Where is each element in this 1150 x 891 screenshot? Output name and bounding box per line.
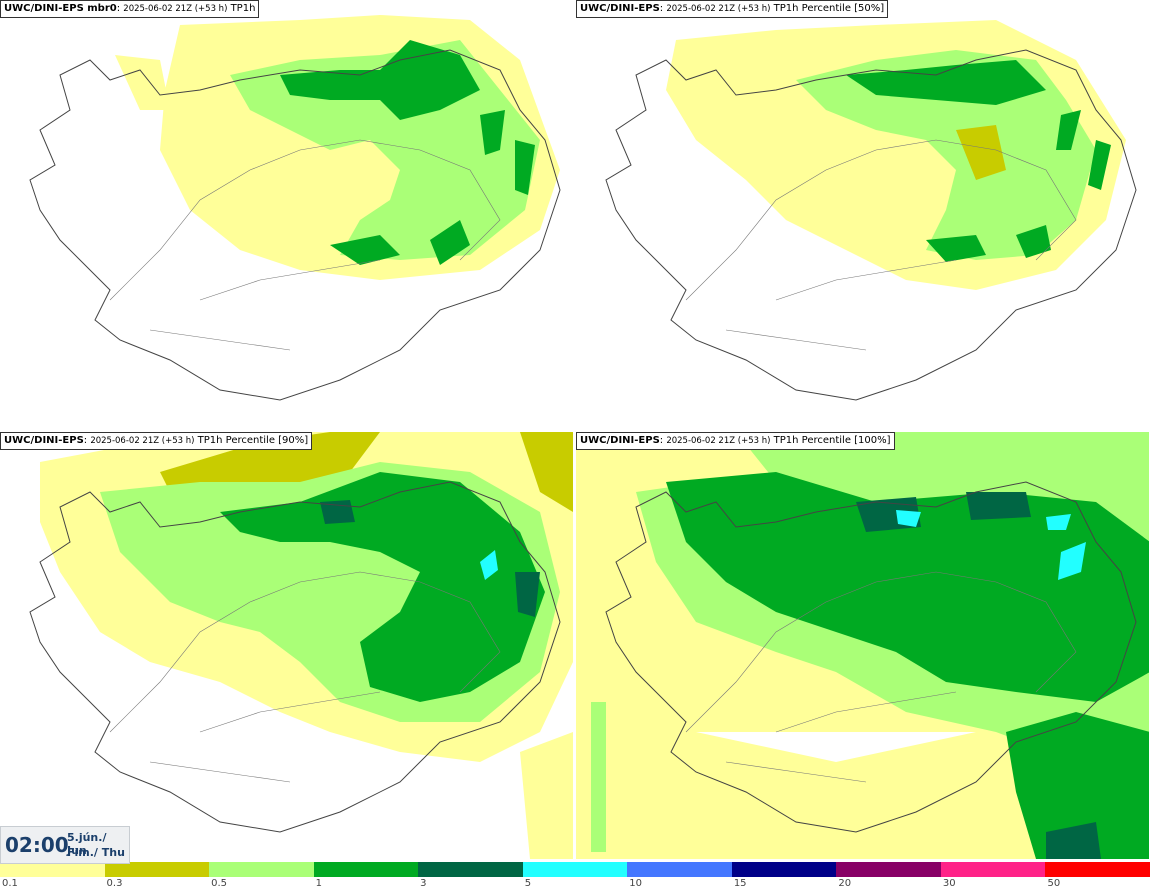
valid-weekday: Fim./ Thu <box>67 846 125 859</box>
road-network <box>685 139 1077 351</box>
legend-swatch <box>836 862 942 877</box>
map-panel-p100: UWC/DINI-EPS: 2025-06-02 21Z (+53 h) TP1… <box>576 432 1149 859</box>
precip-light-area-south <box>520 732 573 859</box>
precip-moderate-area <box>796 50 1096 260</box>
precip-map-p90 <box>29 432 573 859</box>
variable-name: TP1h Percentile [100%] <box>773 435 891 446</box>
run-info: 2025-06-02 21Z (+53 h) <box>123 4 228 14</box>
run-info: 2025-06-02 21Z (+53 h) <box>666 4 771 14</box>
precip-very-heavy-area <box>856 492 1101 859</box>
legend-tick-label: 30 <box>942 878 956 889</box>
legend-tick-label: 50 <box>1047 878 1061 889</box>
variable-name: TP1h Percentile [90%] <box>197 435 309 446</box>
model-name: UWC/DINI-EPS mbr0 <box>4 3 117 14</box>
map-panel-p50: UWC/DINI-EPS: 2025-06-02 21Z (+53 h) TP1… <box>576 0 1149 427</box>
variable-name: TP1h Percentile [50%] <box>773 3 885 14</box>
legend-swatch <box>522 862 629 877</box>
precip-heavy-area-east <box>480 110 535 195</box>
legend-swatch <box>418 862 524 877</box>
precip-map-p100 <box>576 432 1149 859</box>
legend-swatch <box>313 862 420 877</box>
map-panel-mbr0: UWC/DINI-EPS mbr0: 2025-06-02 21Z (+53 h… <box>0 0 573 427</box>
legend-tick-label: 0.5 <box>211 878 227 889</box>
model-name: UWC/DINI-EPS <box>4 435 84 446</box>
precip-heavy-area <box>666 472 1149 702</box>
iceland-coastline <box>605 481 1137 833</box>
legend-swatch <box>104 862 211 877</box>
run-info: 2025-06-02 21Z (+53 h) <box>90 436 195 446</box>
legend-tick-label: 3 <box>420 878 427 889</box>
legend-tick-label: 5 <box>524 878 532 889</box>
iceland-coastline <box>605 49 1137 401</box>
iceland-coastline <box>29 481 561 833</box>
legend-swatch <box>731 862 838 877</box>
run-info: 2025-06-02 21Z (+53 h) <box>666 436 771 446</box>
precip-heavy-area-east <box>1056 110 1111 190</box>
map-panel-p90: UWC/DINI-EPS: 2025-06-02 21Z (+53 h) TP1… <box>0 432 573 859</box>
model-name: UWC/DINI-EPS <box>580 3 660 14</box>
precip-heavy-area-south <box>926 225 1051 262</box>
legend-swatch <box>0 862 106 877</box>
road-network <box>685 571 1077 783</box>
precip-heavy-area <box>220 472 545 702</box>
precip-extreme-area <box>896 510 1086 580</box>
legend-swatch <box>940 862 1047 877</box>
legend-tick-label: 1 <box>315 878 322 889</box>
iceland-coastline <box>29 49 561 401</box>
precip-heavy-area-southeast <box>1006 712 1149 859</box>
legend-tick-label: 15 <box>733 878 747 889</box>
road-network <box>109 139 501 351</box>
precip-olive-area <box>956 125 1006 180</box>
model-name: UWC/DINI-EPS <box>580 435 660 446</box>
precip-heavy-area-south <box>330 220 470 265</box>
panel-title: UWC/DINI-EPS: 2025-06-02 21Z (+53 h) TP1… <box>576 432 895 450</box>
panel-title: UWC/DINI-EPS mbr0: 2025-06-02 21Z (+53 h… <box>0 0 260 18</box>
panel-title: UWC/DINI-EPS: 2025-06-02 21Z (+53 h) TP1… <box>0 432 313 450</box>
precip-extreme-area <box>480 550 498 580</box>
precip-very-heavy-area <box>320 500 540 617</box>
legend-swatch <box>209 862 315 877</box>
legend-tick-label: 0.1 <box>2 878 18 889</box>
precip-map-p50 <box>605 20 1137 401</box>
horizontal-divider <box>0 427 1150 432</box>
panel-title: UWC/DINI-EPS: 2025-06-02 21Z (+53 h) TP1… <box>576 0 889 18</box>
precip-light-area-west <box>115 55 170 110</box>
precip-strip-west <box>591 702 606 852</box>
road-network <box>109 571 501 783</box>
legend-swatch <box>627 862 733 877</box>
legend-tick-label: 0.3 <box>106 878 123 889</box>
legend-tick-label: 20 <box>838 878 852 889</box>
precip-heavy-area <box>280 40 480 120</box>
color-scale-legend: 0.1 0.3 0.5 1 3 5 10 15 20 30 50 <box>0 862 1150 891</box>
legend-swatch <box>1045 862 1150 877</box>
valid-time-clock: 02:00 <box>5 833 69 857</box>
legend-tick-label: 10 <box>629 878 642 889</box>
variable-name: TP1h <box>230 3 256 14</box>
valid-time-box: 02:00 5.jún./ Jun Fim./ Thu <box>0 826 130 864</box>
valid-date: 5.jún./ Jun <box>67 831 107 857</box>
precip-light-area-south <box>576 732 1149 859</box>
precip-map-mbr0 <box>29 15 561 401</box>
